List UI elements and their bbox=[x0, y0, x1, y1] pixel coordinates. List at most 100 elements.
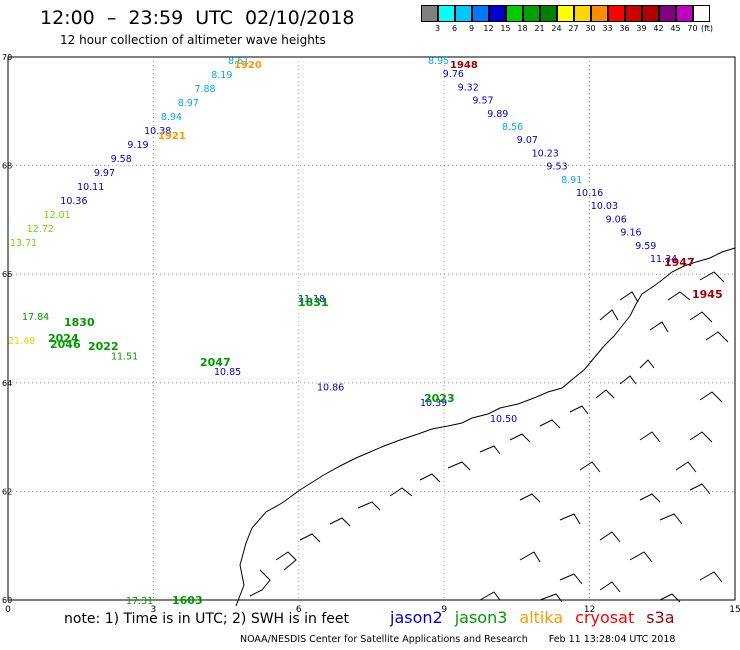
wave-height-value: 17.31 bbox=[126, 596, 153, 607]
wave-track: 1947 1945 bbox=[664, 256, 723, 301]
y-tick-label: 68 bbox=[2, 162, 12, 171]
wave-height-value: 10.86 bbox=[317, 383, 344, 394]
wave-track: 10.50 2023 bbox=[424, 392, 517, 425]
satellite-legend-item: jason3 bbox=[454, 608, 508, 627]
y-tick-label: 60 bbox=[2, 596, 12, 605]
legend-swatch bbox=[676, 5, 693, 22]
footnote: note: 1) Time is in UTC; 2) SWH is in fe… bbox=[64, 611, 350, 627]
wave-height-value: 9.19 bbox=[127, 140, 148, 151]
wave-height-value: 8.94 bbox=[161, 112, 182, 123]
wave-height-value: 9.89 bbox=[487, 109, 508, 120]
wave-height-value: 9.97 bbox=[94, 168, 115, 179]
wave-height-value: 13.71 bbox=[10, 238, 37, 249]
y-tick-label: 62 bbox=[2, 487, 12, 496]
legend-label: 3 bbox=[434, 24, 441, 33]
legend-label: 9 bbox=[468, 24, 475, 33]
legend-label: 21 bbox=[534, 24, 545, 33]
wave-height-value: 9.06 bbox=[606, 214, 627, 225]
legend-swatch bbox=[557, 5, 574, 22]
wave-height-value: 12.01 bbox=[44, 210, 71, 221]
legend-label: 15 bbox=[500, 24, 511, 33]
legend-label: 6 bbox=[451, 24, 458, 33]
satellite-legend-item: jason2 bbox=[390, 608, 443, 627]
legend-swatch bbox=[625, 5, 642, 22]
track-time-label: 1948 bbox=[450, 60, 478, 71]
wave-height-value: 10.36 bbox=[60, 196, 87, 207]
map-grid: 0 3 6 9 12 15 70 68 66 64 62 60 bbox=[2, 53, 740, 615]
wave-height-value: 9.59 bbox=[635, 241, 656, 252]
wave-height-value: 10.03 bbox=[591, 201, 618, 212]
credit-time: Feb 11 13:28:04 UTC 2018 bbox=[548, 634, 676, 645]
wave-height-value: 8.91 bbox=[561, 175, 582, 186]
y-tick-label: 70 bbox=[2, 53, 12, 62]
wave-height-value: 10.11 bbox=[77, 182, 104, 193]
track-time-label: 1945 bbox=[692, 288, 723, 301]
wave-height-value: 10.23 bbox=[532, 148, 559, 159]
wave-track: 21.48 11.51 10.85 10.86 10.39 2046 2047 2024 202… bbox=[8, 332, 447, 409]
track-time-label: 1831 bbox=[298, 296, 329, 309]
legend-swatch bbox=[591, 5, 608, 22]
x-tick-label: 15 bbox=[729, 605, 740, 615]
track-time-label: 1830 bbox=[64, 316, 95, 329]
legend-unit: (ft) bbox=[700, 24, 714, 33]
wave-height-value: 8.19 bbox=[211, 70, 232, 81]
wave-height-value: 11.51 bbox=[111, 352, 138, 363]
wave-height-value: 9.07 bbox=[517, 135, 538, 146]
credit-line: NOAA/NESDIS Center for Satellite Applica… bbox=[240, 634, 693, 645]
legend-label: 12 bbox=[483, 24, 494, 33]
track-time-label: 2023 bbox=[424, 392, 455, 405]
legend-label: 45 bbox=[670, 24, 681, 33]
wave-height-value: 11.18 bbox=[298, 294, 325, 305]
track-time-label: 1921 bbox=[158, 131, 186, 142]
wave-height-value: 8.95 bbox=[428, 56, 449, 67]
track-time-label: 1920 bbox=[234, 60, 262, 71]
satellite-legend-item: altika bbox=[519, 608, 564, 627]
legend-label: 36 bbox=[619, 24, 630, 33]
wave-height-value: 8.56 bbox=[502, 122, 523, 133]
legend-swatch bbox=[472, 5, 489, 22]
legend-label: 30 bbox=[585, 24, 596, 33]
credit-org: NOAA/NESDIS Center for Satellite Applica… bbox=[240, 634, 528, 645]
legend-swatch bbox=[540, 5, 557, 22]
wave-height-value: 17.84 bbox=[22, 312, 49, 323]
track-time-label: 2024 bbox=[48, 332, 79, 345]
altimeter-tracks: 8.61 8.19 7.88 8.97 8.94 10.38 9.19 9.58 9.97 10.… bbox=[8, 56, 723, 607]
track-time-label: 2046 bbox=[50, 338, 81, 351]
wave-height-value: 10.38 bbox=[144, 126, 171, 137]
norway-coastline bbox=[235, 247, 736, 607]
legend-label: 42 bbox=[653, 24, 664, 33]
wave-height-value: 10.85 bbox=[214, 367, 241, 378]
coastline-main bbox=[235, 247, 736, 607]
legend-label: 27 bbox=[568, 24, 579, 33]
legend-swatch bbox=[608, 5, 625, 22]
wave-height-value: 8.61 bbox=[228, 56, 249, 67]
legend-swatch bbox=[574, 5, 591, 22]
wave-height-value: 10.39 bbox=[420, 398, 447, 409]
wave-height-value: 9.76 bbox=[443, 69, 464, 80]
track-time-label: 1603 bbox=[172, 594, 203, 607]
wave-height-value: 7.88 bbox=[194, 84, 215, 95]
satellite-legend-item: s3a bbox=[646, 608, 675, 627]
legend-swatch bbox=[489, 5, 506, 22]
track-time-label: 2022 bbox=[88, 340, 119, 353]
page-subtitle: 12 hour collection of altimeter wave hei… bbox=[60, 33, 326, 47]
wave-height-value: 9.57 bbox=[472, 96, 493, 107]
satellite-legend: jason2 jason3 altika cryosat s3a bbox=[390, 608, 687, 627]
x-tick-label: 9 bbox=[441, 605, 447, 615]
legend-swatch bbox=[421, 5, 438, 22]
wave-height-value: 9.16 bbox=[620, 228, 641, 239]
map-frame bbox=[7, 56, 736, 601]
legend-swatch bbox=[693, 5, 710, 22]
wave-height-value: 12.72 bbox=[27, 224, 54, 235]
y-tick-label: 66 bbox=[2, 270, 12, 279]
legend-swatch bbox=[523, 5, 540, 22]
wave-height-value: 11.34 bbox=[650, 254, 677, 265]
wave-height-value: 9.32 bbox=[458, 82, 479, 93]
legend-swatch bbox=[438, 5, 455, 22]
map-border bbox=[7, 56, 736, 601]
track-time-label: 2047 bbox=[200, 356, 231, 369]
legend-swatch bbox=[659, 5, 676, 22]
wave-height-value: 10.50 bbox=[490, 414, 517, 425]
wave-height-value: 21.48 bbox=[8, 336, 35, 347]
